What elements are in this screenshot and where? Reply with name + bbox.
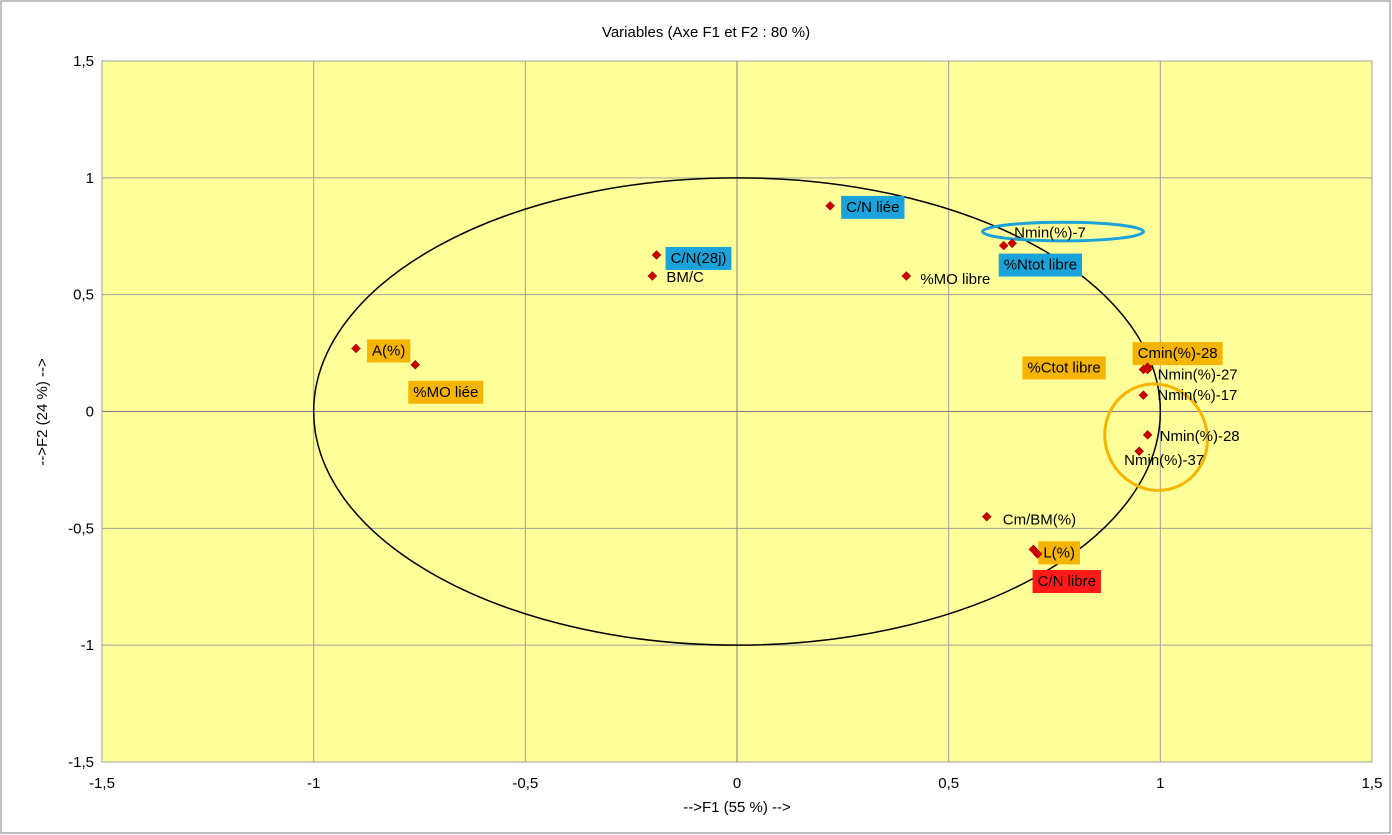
point-label: %Ctot libre <box>1027 359 1100 376</box>
data-point <box>1032 549 1043 559</box>
point-label: %Ntot libre <box>1004 257 1077 274</box>
x-tick-label: -0,5 <box>512 775 538 792</box>
point-label: C/N(28j) <box>671 250 727 267</box>
point-label: C/N liée <box>846 199 899 216</box>
data-point <box>647 271 658 281</box>
label-highlight <box>998 253 1083 277</box>
point-label: C/N libre <box>1038 573 1096 590</box>
data-point <box>1142 364 1153 375</box>
point-label: %MO liée <box>413 384 478 401</box>
orange-highlight-ellipse <box>1103 382 1209 492</box>
label-highlight <box>1038 541 1081 565</box>
data-point <box>1007 238 1018 249</box>
y-tick-label: -1,5 <box>68 754 94 771</box>
point-label: Cm/BM(%) <box>1003 512 1076 529</box>
y-tick-label: 1,5 <box>73 53 94 70</box>
label-highlight <box>1032 570 1101 594</box>
y-tick-label: -1 <box>81 637 94 654</box>
chart-title: Variables (Axe F1 et F2 : 80 %) <box>602 24 810 41</box>
y-tick-label: 0,5 <box>73 287 94 304</box>
data-point <box>651 250 662 260</box>
data-point <box>998 240 1009 251</box>
data-point <box>825 201 835 211</box>
point-label: Nmin(%)-28 <box>1160 428 1240 445</box>
label-highlight <box>841 195 905 219</box>
point-label: %MO libre <box>920 271 990 288</box>
y-tick-label: -0,5 <box>68 520 94 537</box>
point-label: A(%) <box>372 342 405 359</box>
label-highlight <box>1132 342 1223 366</box>
data-point <box>351 343 361 354</box>
data-point <box>1142 430 1153 440</box>
x-tick-label: -1,5 <box>89 775 115 792</box>
data-point <box>410 359 421 370</box>
point-label: Nmin(%)-17 <box>1157 387 1237 404</box>
x-tick-label: 1,5 <box>1362 775 1383 792</box>
x-tick-label: 0,5 <box>938 775 959 792</box>
point-label: Nmin(%)-7 <box>1014 224 1086 241</box>
data-point <box>981 511 992 522</box>
x-tick-label: 0 <box>733 775 741 792</box>
point-label: L(%) <box>1043 544 1075 561</box>
x-axis-title: -->F1 (55 %) --> <box>683 799 791 816</box>
label-highlight <box>665 246 732 270</box>
data-point <box>1134 446 1145 457</box>
label-highlight <box>1022 356 1106 380</box>
point-label: Nmin(%)-37 <box>1124 452 1204 469</box>
blue-highlight-ellipse <box>981 220 1145 243</box>
data-point <box>901 271 912 281</box>
y-tick-label: 0 <box>86 404 94 421</box>
y-tick-label: 1 <box>86 170 94 187</box>
y-axis-title: -->F2 (24 %) --> <box>34 358 51 466</box>
point-labels: C/N liée Nmin(%)-7 %Ntot libre C/N(28j) BM/C… <box>367 195 1240 594</box>
point-label: Nmin(%)-27 <box>1158 366 1238 383</box>
plot-area: -1,5 -1 -0,5 0 0,5 1 1,5 1,5 1 0,5 0 -0,5 -1 -1,5 C/N … <box>68 53 1382 792</box>
x-tick-label: -1 <box>307 775 320 792</box>
x-tick-label: 1 <box>1156 775 1164 792</box>
correlation-circle <box>312 177 1162 646</box>
data-point <box>1138 390 1149 400</box>
label-highlight <box>408 380 484 404</box>
label-highlight <box>367 339 411 363</box>
point-label: BM/C <box>666 269 704 286</box>
point-label: Cmin(%)-28 <box>1138 345 1218 362</box>
